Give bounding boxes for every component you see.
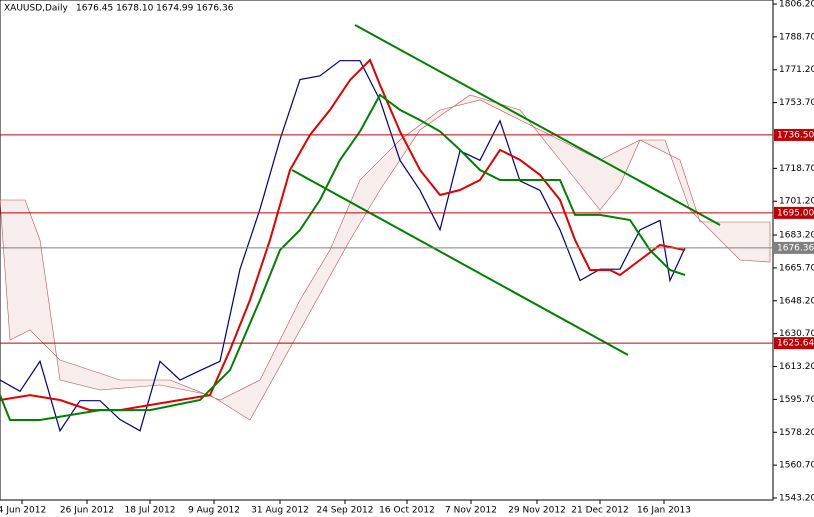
x-tick-label: 16 Jan 2013 (637, 506, 691, 516)
x-tick-label: 31 Aug 2012 (251, 506, 309, 516)
price-line (0, 93, 686, 421)
y-tick-label: 1648.20 (779, 296, 814, 306)
x-tick-label: 9 Aug 2012 (188, 506, 240, 516)
y-tick-label: 1771.20 (779, 65, 814, 75)
price-line (0, 58, 686, 412)
x-tick-label: 4 Jun 2012 (0, 506, 46, 516)
y-tick-label: 1806.20 (779, 0, 814, 10)
y-tick-label: 1788.70 (779, 32, 814, 42)
level-label: 1676.36 (777, 243, 814, 253)
level-label-box (774, 241, 814, 254)
y-tick-label: 1578.20 (779, 428, 814, 438)
y-tick-label: 1753.70 (779, 98, 814, 108)
symbol: XAUUSD,Daily (4, 4, 68, 14)
x-tick-label: 16 Oct 2012 (379, 506, 435, 516)
trend-line-lower (291, 169, 629, 356)
x-tick-label: 7 Nov 2012 (445, 506, 497, 516)
x-tick-label: 24 Sep 2012 (316, 506, 373, 516)
y-tick-label: 1683.20 (779, 231, 814, 241)
ichimoku-cloud (0, 94, 771, 421)
price-line (0, 60, 686, 433)
y-tick-label: 1718.70 (779, 164, 814, 174)
y-tick-label: 1630.70 (779, 329, 814, 339)
y-tick-label: 1701.20 (779, 197, 814, 207)
y-tick-label: 1665.70 (779, 263, 814, 273)
y-tick-label: 1560.70 (779, 461, 814, 471)
level-label-box (774, 206, 814, 219)
x-tick-label: 26 Jun 2012 (60, 506, 114, 516)
y-tick-label: 1595.70 (779, 395, 814, 405)
ohlc: 1676.45 1678.10 1674.99 1676.36 (76, 4, 234, 14)
trend-line-upper (354, 24, 721, 226)
plot-area (0, 0, 774, 501)
x-tick-label: 21 Dec 2012 (571, 506, 629, 516)
level-label-box (774, 128, 814, 141)
x-tick-label: 29 Nov 2012 (508, 506, 566, 516)
y-tick-label: 1613.20 (779, 362, 814, 372)
level-label: 1736.50 (777, 130, 814, 140)
level-label-box (774, 337, 814, 350)
level-label: 1695.00 (777, 208, 814, 218)
y-tick-label: 1543.20 (779, 494, 814, 504)
level-label: 1625.64 (777, 339, 814, 349)
x-tick-label: 18 Jul 2012 (125, 506, 176, 516)
